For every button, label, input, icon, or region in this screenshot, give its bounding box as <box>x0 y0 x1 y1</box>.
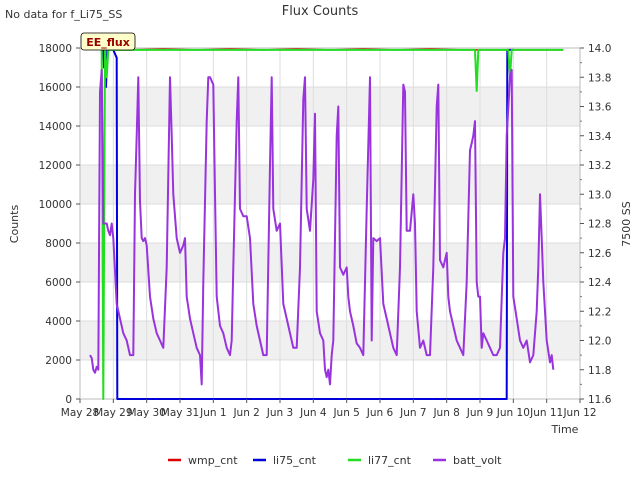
y-axis-ticks: 0 2000 4000 6000 8000 10000 12000 14000 16000 180… <box>39 43 80 406</box>
legend-label: batt_volt <box>453 454 502 467</box>
chart-title: Flux Counts <box>282 4 359 19</box>
y2-axis-label: 7500 SS <box>620 201 633 246</box>
band <box>80 87 580 126</box>
legend-label: li77_cnt <box>368 454 412 467</box>
y2-tick-label: 13.6 <box>588 102 612 114</box>
y2-axis-ticks: 11.6 11.8 12.0 12.2 12.4 12.6 12.8 13.0 13.2 13.4… <box>580 43 612 406</box>
band <box>80 165 580 204</box>
legend-label: li75_cnt <box>273 454 317 467</box>
y2-tick-label: 13.0 <box>588 189 611 201</box>
y2-tick-label: 12.8 <box>588 219 611 231</box>
y-tick-label: 14000 <box>39 121 72 133</box>
y-tick-label: 8000 <box>45 238 72 250</box>
x-tick-label: Jun 9 <box>466 407 493 419</box>
x-tick-label: Jun 3 <box>266 407 293 419</box>
y2-tick-label: 12.2 <box>588 306 611 318</box>
y-axis-label: Counts <box>8 205 21 244</box>
x-tick-label: Jun 1 <box>199 407 226 419</box>
y-tick-label: 12000 <box>39 160 72 172</box>
y2-tick-label: 13.8 <box>588 72 611 84</box>
x-tick-label: May 31 <box>161 407 199 419</box>
y-tick-label: 2000 <box>45 355 72 367</box>
x-tick-label: Jun 12 <box>562 407 596 419</box>
band <box>80 243 580 282</box>
x-tick-label: Jun 5 <box>332 407 359 419</box>
y2-tick-label: 12.0 <box>588 336 611 348</box>
y-tick-label: 16000 <box>39 82 72 94</box>
y2-tick-label: 11.6 <box>588 394 612 406</box>
y2-tick-label: 11.8 <box>588 365 611 377</box>
x-tick-label: Jun 7 <box>399 407 426 419</box>
x-tick-label: Jun 2 <box>232 407 259 419</box>
y-tick-label: 18000 <box>39 43 72 55</box>
y2-tick-label: 12.6 <box>588 248 612 260</box>
legend: wmp_cnt li75_cnt li77_cnt batt_volt <box>168 454 502 467</box>
x-tick-label: Jun 10 <box>496 407 530 419</box>
legend-label: wmp_cnt <box>188 454 238 467</box>
y2-tick-label: 12.4 <box>588 277 612 289</box>
y-tick-label: 0 <box>65 394 72 406</box>
x-tick-label: May 28 <box>61 407 99 419</box>
series-li77-cnt <box>100 48 564 400</box>
badge-box <box>80 32 136 51</box>
y2-tick-label: 14.0 <box>588 43 611 55</box>
y2-tick-label: 13.2 <box>588 160 611 172</box>
x-tick-label: May 29 <box>94 407 132 419</box>
x-tick-label: Jun 4 <box>299 407 327 419</box>
x-tick-label: Jun 11 <box>529 407 563 419</box>
nodata-note: No data for f_Li75_SS <box>5 8 122 21</box>
y-tick-label: 4000 <box>45 316 72 328</box>
series-batt-volt <box>89 68 555 386</box>
badge-label: EE_flux <box>86 36 130 49</box>
x-tick-label: Jun 6 <box>366 407 394 419</box>
ee-flux-badge: EE_flux <box>80 32 136 51</box>
y-tick-label: 6000 <box>45 277 72 289</box>
x-tick-label: Jun 8 <box>432 407 459 419</box>
x-axis-label: Time <box>551 423 579 436</box>
background-bands <box>80 87 580 360</box>
x-tick-label: May 30 <box>127 407 165 419</box>
y-tick-label: 10000 <box>39 199 72 211</box>
y2-tick-label: 13.4 <box>588 131 612 143</box>
